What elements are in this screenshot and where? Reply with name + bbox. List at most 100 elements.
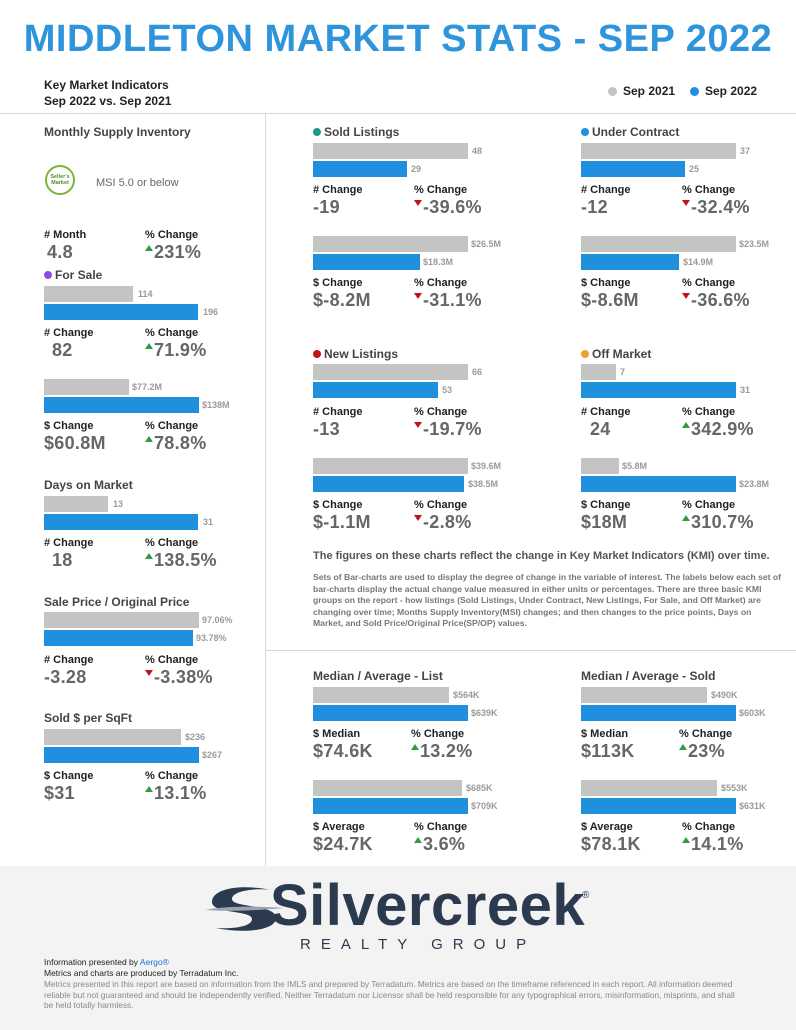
legend-prev: Sep 2021 bbox=[608, 84, 675, 98]
for-sale-vol-change-label: $ Change bbox=[44, 420, 94, 432]
nl-count-pct: -19.7% bbox=[414, 419, 482, 440]
sold-avg-label: $ Average bbox=[581, 821, 633, 833]
list-median-pct-label: % Change bbox=[411, 728, 465, 740]
list-avg-pct-value: 3.6% bbox=[423, 834, 466, 854]
logo-wordmark: Silvercreek bbox=[270, 873, 586, 938]
list-median-change: $74.6K bbox=[313, 741, 373, 761]
sold-vol-change: $-8.2M bbox=[313, 290, 371, 310]
down-arrow-icon bbox=[414, 422, 422, 428]
om-vol-bar-prev bbox=[581, 458, 619, 474]
uc-count-label-curr: 25 bbox=[689, 164, 700, 174]
under-contract-title: Under Contract bbox=[581, 125, 679, 139]
spop-label-prev: 97.06% bbox=[202, 615, 233, 625]
uc-count-change-label: # Change bbox=[581, 184, 631, 196]
om-vol-change-label: $ Change bbox=[581, 499, 631, 511]
logo-subtitle: REALTY GROUP bbox=[300, 936, 537, 953]
sold-count-bar-curr bbox=[313, 161, 407, 177]
uc-vol-pct-label: % Change bbox=[682, 277, 736, 289]
sold-vol-change-label: $ Change bbox=[313, 277, 363, 289]
uc-count-bar-prev bbox=[581, 143, 736, 159]
nl-count-label-curr: 53 bbox=[442, 385, 453, 395]
sold-vol-label-curr: $18.3M bbox=[423, 257, 454, 267]
sqft-change-label: $ Change bbox=[44, 770, 94, 782]
teal-dot-icon bbox=[313, 128, 321, 136]
list-avg-pct-label: % Change bbox=[414, 821, 468, 833]
uc-vol-label-prev: $23.5M bbox=[739, 239, 770, 249]
nl-vol-pct-value: -2.8% bbox=[423, 512, 472, 532]
footer-background bbox=[0, 866, 796, 1030]
new-listings-title-text: New Listings bbox=[324, 347, 399, 361]
legend-curr: Sep 2022 bbox=[690, 84, 757, 98]
om-count-label-prev: 7 bbox=[620, 367, 626, 377]
for-sale-count-label-curr: 196 bbox=[203, 307, 219, 317]
note-heading: The figures on these charts reflect the … bbox=[313, 550, 770, 562]
for-sale-count-bar-prev bbox=[44, 286, 133, 302]
list-avg-pct: 3.6% bbox=[414, 834, 465, 855]
sold-vol-pct-label: % Change bbox=[414, 277, 468, 289]
up-arrow-icon bbox=[679, 744, 687, 750]
for-sale-vol-label-prev: $77.2M bbox=[132, 382, 163, 392]
sold-median-bar-curr bbox=[581, 705, 736, 721]
sold-count-label-curr: 29 bbox=[411, 164, 422, 174]
spop-change: -3.28 bbox=[44, 667, 87, 687]
dom-bar-prev bbox=[44, 496, 108, 512]
nl-count-bar-prev bbox=[313, 364, 468, 380]
om-vol-pct: 310.7% bbox=[682, 512, 754, 533]
logo-registered: ® bbox=[582, 890, 590, 901]
orange-dot-icon bbox=[581, 350, 589, 358]
nl-vol-bar-prev bbox=[313, 458, 468, 474]
sold-count-pct-value: -39.6% bbox=[423, 197, 482, 217]
sold-vol-bar-curr bbox=[313, 254, 420, 270]
sold-vol-bar-prev bbox=[313, 236, 468, 252]
supply-title: Monthly Supply Inventory bbox=[44, 125, 191, 139]
dom-change: 18 bbox=[52, 550, 73, 570]
sold-avg-pct: 14.1% bbox=[682, 834, 744, 855]
dom-change-label: # Change bbox=[44, 537, 94, 549]
for-sale-count-pct-label: % Change bbox=[145, 327, 199, 339]
sold-count-bar-prev bbox=[313, 143, 468, 159]
purple-dot-icon bbox=[44, 271, 52, 279]
list-median-label-curr: $639K bbox=[471, 708, 498, 718]
supply-pct-value: 231% bbox=[154, 242, 202, 262]
dom-label-curr: 31 bbox=[203, 517, 214, 527]
nl-count-bar-curr bbox=[313, 382, 438, 398]
uc-count-label-prev: 37 bbox=[740, 146, 751, 156]
uc-count-change: -12 bbox=[581, 197, 608, 217]
om-vol-label-prev: $5.8M bbox=[622, 461, 648, 471]
for-sale-count-pct-value: 71.9% bbox=[154, 340, 207, 360]
uc-count-pct-label: % Change bbox=[682, 184, 736, 196]
up-arrow-icon bbox=[682, 515, 690, 521]
list-median-bar-curr bbox=[313, 705, 468, 721]
spop-pct-value: -3.38% bbox=[154, 667, 213, 687]
om-count-bar-prev bbox=[581, 364, 616, 380]
supply-month-value: 4.8 bbox=[47, 242, 73, 262]
silvercreek-logo-icon bbox=[206, 887, 284, 931]
for-sale-vol-change: $60.8M bbox=[44, 433, 106, 453]
dom-bar-curr bbox=[44, 514, 198, 530]
sold-median-pct-value: 23% bbox=[688, 741, 725, 761]
down-arrow-icon bbox=[414, 200, 422, 206]
dom-pct-value: 138.5% bbox=[154, 550, 217, 570]
sold-median-bar-prev bbox=[581, 687, 707, 703]
legend-prev-swatch bbox=[608, 86, 617, 96]
for-sale-vol-bar-prev bbox=[44, 379, 129, 395]
sqft-pct-label: % Change bbox=[145, 770, 199, 782]
for-sale-count-change-label: # Change bbox=[44, 327, 94, 339]
up-arrow-icon bbox=[411, 744, 419, 750]
sold-count-pct-label: % Change bbox=[414, 184, 468, 196]
uc-vol-change: $-8.6M bbox=[581, 290, 639, 310]
om-count-pct-value: 342.9% bbox=[691, 419, 754, 439]
legend-curr-swatch bbox=[690, 86, 699, 96]
aergo-link[interactable]: Aergo® bbox=[139, 957, 169, 967]
sold-median-label-curr: $603K bbox=[739, 708, 766, 718]
sold-avg-change: $78.1K bbox=[581, 834, 641, 854]
for-sale-vol-pct: 78.8% bbox=[145, 433, 207, 454]
up-arrow-icon bbox=[145, 436, 153, 442]
spop-bar-prev bbox=[44, 612, 199, 628]
om-count-change-label: # Change bbox=[581, 406, 631, 418]
om-vol-change: $18M bbox=[581, 512, 628, 532]
column-divider bbox=[265, 113, 266, 866]
footer-produced: Metrics and charts are produced by Terra… bbox=[44, 968, 239, 978]
footer-presented-text: Information presented by bbox=[44, 957, 140, 967]
om-vol-label-curr: $23.8M bbox=[739, 479, 770, 489]
